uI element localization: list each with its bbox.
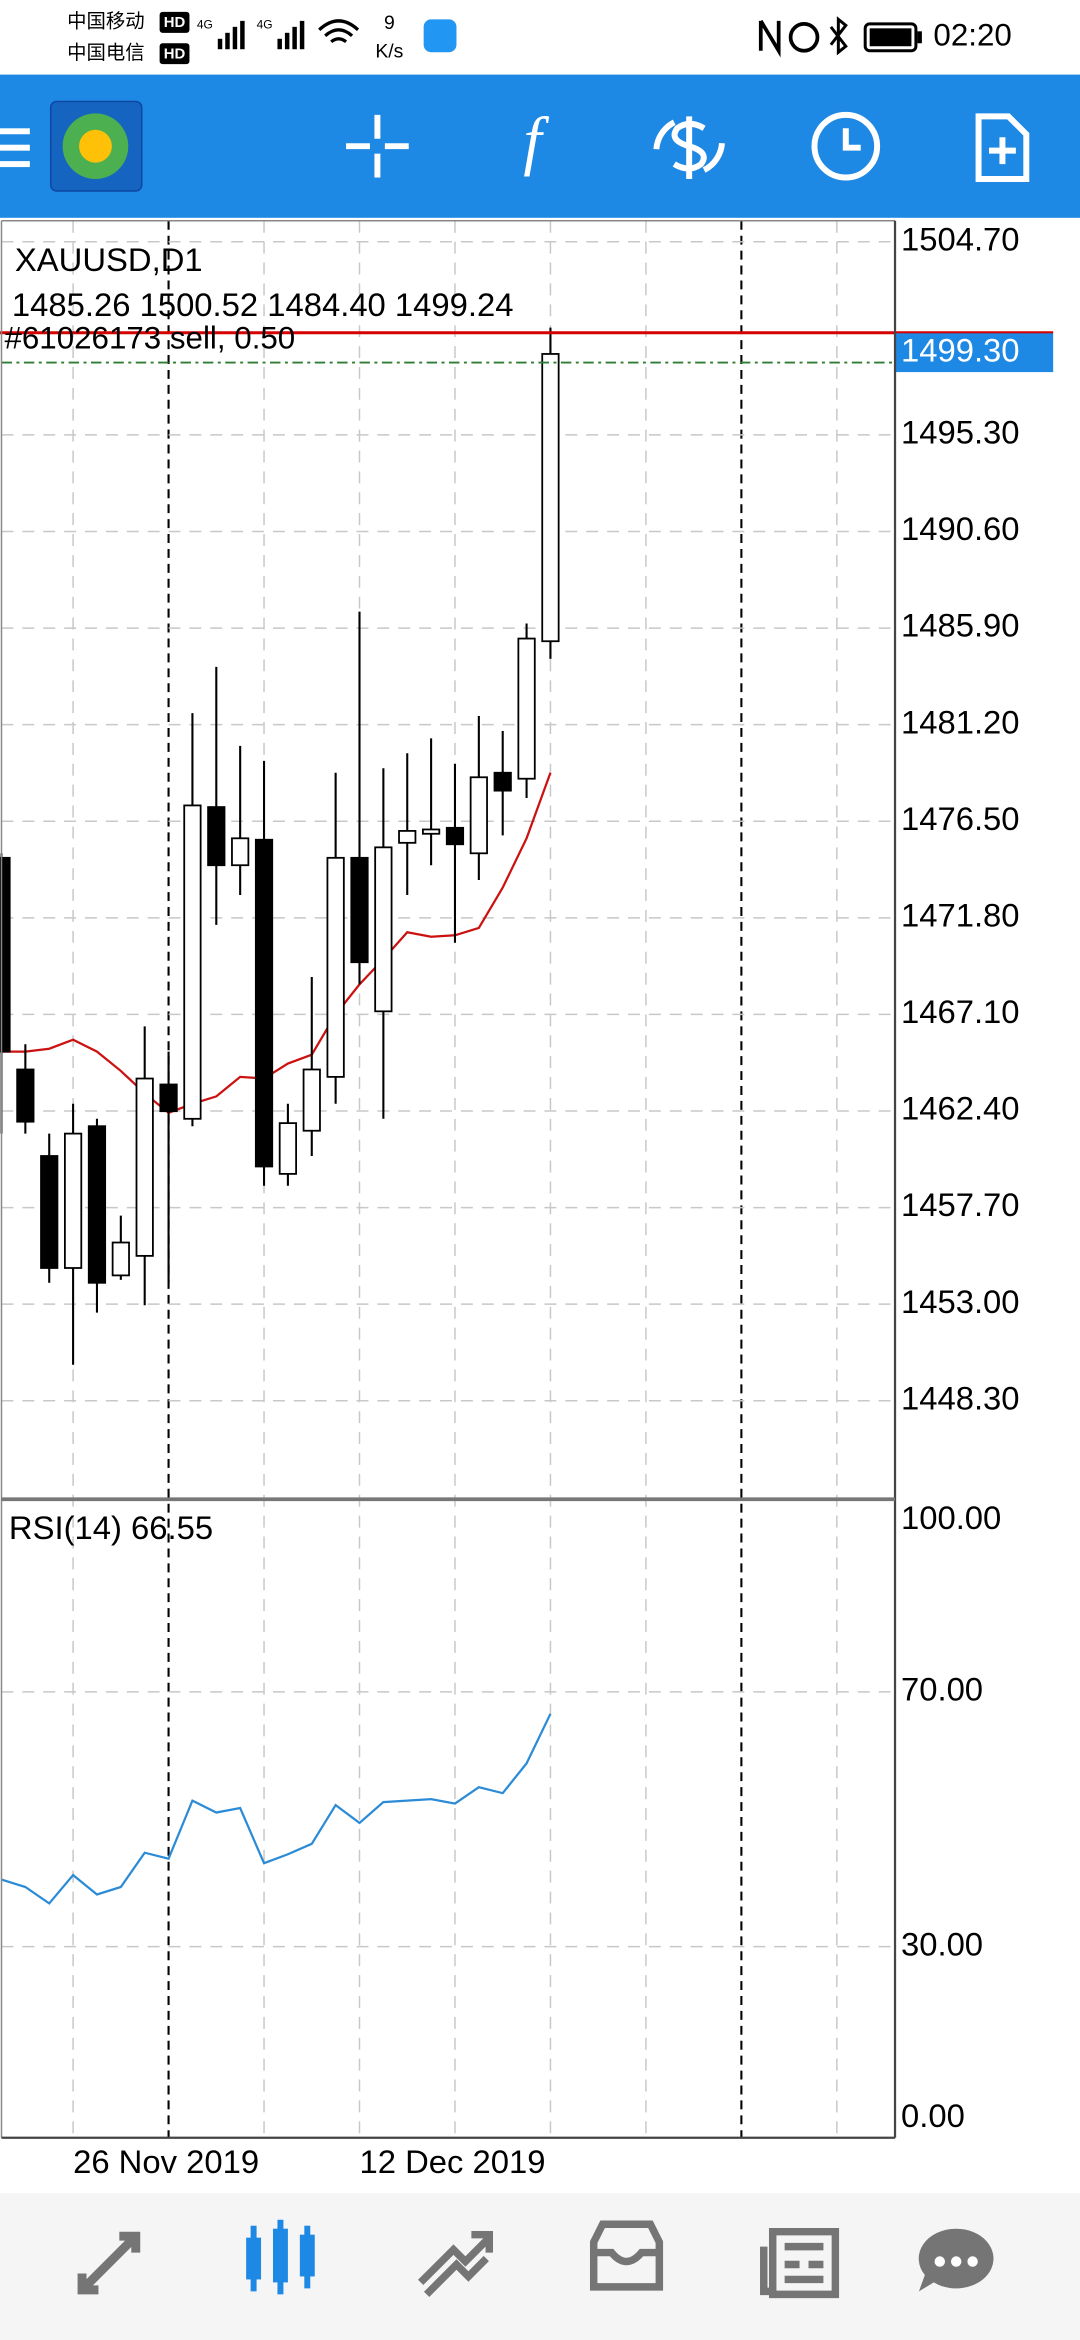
y-tick-label: 1485.90 xyxy=(901,607,1020,644)
order-label: #61026173 sell, 0.50 xyxy=(4,321,295,356)
badge: HD xyxy=(164,15,186,31)
price-label-bg xyxy=(895,333,1054,373)
y-tick-label: 70.00 xyxy=(901,1670,983,1707)
network: 4G xyxy=(257,18,273,32)
x-tick-label: 26 Nov 2019 xyxy=(73,2143,259,2180)
candle-body xyxy=(87,1125,107,1284)
y-tick-label: 1476.50 xyxy=(901,800,1020,837)
battery-icon xyxy=(863,22,918,53)
crosshair-button[interactable] xyxy=(346,114,409,178)
y-tick-label: 1448.30 xyxy=(901,1379,1020,1416)
candle-body xyxy=(135,1077,154,1257)
menu-button[interactable] xyxy=(0,128,30,168)
speed-unit: K/s xyxy=(375,40,403,62)
candle-body xyxy=(350,856,369,964)
candle-body xyxy=(231,837,250,867)
wifi-icon xyxy=(318,19,360,44)
badge: HD xyxy=(164,46,186,62)
badge-bg xyxy=(159,43,190,65)
bluetooth-icon xyxy=(829,16,848,56)
candle-body xyxy=(493,771,512,792)
y-tick-label: 1504.70 xyxy=(901,220,1020,257)
x-tick-label: 12 Dec 2019 xyxy=(360,2143,546,2180)
y-tick-label: 1467.10 xyxy=(901,993,1020,1030)
carrier: 中国电信 xyxy=(67,42,145,64)
nfc-icon xyxy=(758,19,781,58)
toolbar xyxy=(0,74,1080,218)
price-label: 1499.30 xyxy=(901,331,1020,368)
candle-body xyxy=(374,846,393,1013)
rsi-line xyxy=(1,1713,552,1905)
trade-button[interactable] xyxy=(653,116,725,180)
badge-bg xyxy=(159,11,190,33)
carrier: 中国移动 xyxy=(67,11,145,33)
alarm-icon xyxy=(788,22,820,53)
battery-tip xyxy=(917,31,922,44)
ohlc-label: 1485.26 1500.52 1484.40 1499.24 xyxy=(12,286,514,323)
candle-body xyxy=(159,1083,178,1113)
clock: 02:20 xyxy=(933,18,1011,53)
candle-body xyxy=(254,838,274,1168)
y-tick-label: 1490.60 xyxy=(901,510,1020,547)
moving-average xyxy=(1,772,552,1115)
app-icon-badge xyxy=(79,129,112,163)
bottom-nav xyxy=(0,2192,1080,2340)
chart-title: XAUUSD,D1 xyxy=(15,241,203,278)
news-tab[interactable] xyxy=(760,2227,840,2299)
candle-body xyxy=(517,637,536,780)
trade-tab[interactable] xyxy=(418,2230,494,2297)
candle-body xyxy=(469,776,488,855)
hotspot-icon xyxy=(423,19,457,53)
history-tab[interactable] xyxy=(589,2220,664,2291)
y-tick-label: 0.00 xyxy=(901,2097,965,2134)
network: 4G xyxy=(197,18,213,32)
candle-body xyxy=(40,1155,59,1269)
y-tick-label: 1457.70 xyxy=(901,1186,1020,1223)
candle-body xyxy=(541,353,560,643)
signal-icon xyxy=(217,20,245,50)
candle-body xyxy=(302,1068,321,1132)
y-tick-label: 1462.40 xyxy=(901,1090,1020,1127)
chart-tab[interactable] xyxy=(246,2219,315,2295)
battery-level xyxy=(869,28,912,47)
y-tick-label: 1481.20 xyxy=(901,703,1020,740)
speed: 9 xyxy=(384,12,395,34)
candle-body xyxy=(63,1132,83,1269)
candle-body xyxy=(111,1241,130,1277)
period-button[interactable] xyxy=(811,111,881,181)
candle-body xyxy=(207,806,226,867)
y-tick-label: 30.00 xyxy=(901,1925,983,1962)
candle-body xyxy=(326,856,345,1078)
chart-area: 1504.70 1495.30 1490.60 1485.90 1481.20 1476.… xyxy=(0,220,1054,2180)
candle-body xyxy=(183,804,202,1120)
candle-body xyxy=(398,830,417,844)
candle-body xyxy=(422,828,441,835)
y-tick-label: 1495.30 xyxy=(901,414,1020,451)
y-tick-label: 100.00 xyxy=(901,1499,1001,1536)
indicator-title: RSI(14) 66.55 xyxy=(9,1509,213,1546)
candle-body xyxy=(16,1068,35,1123)
y-tick-label: 1471.80 xyxy=(901,897,1020,934)
signal-icon xyxy=(277,20,305,50)
new-order-button[interactable] xyxy=(975,113,1030,182)
chat-tab[interactable] xyxy=(918,2228,994,2292)
candle-body xyxy=(278,1122,297,1175)
y-tick-label: 1453.00 xyxy=(901,1283,1020,1320)
quotes-tab[interactable] xyxy=(77,2231,141,2295)
candle-body xyxy=(445,826,465,846)
